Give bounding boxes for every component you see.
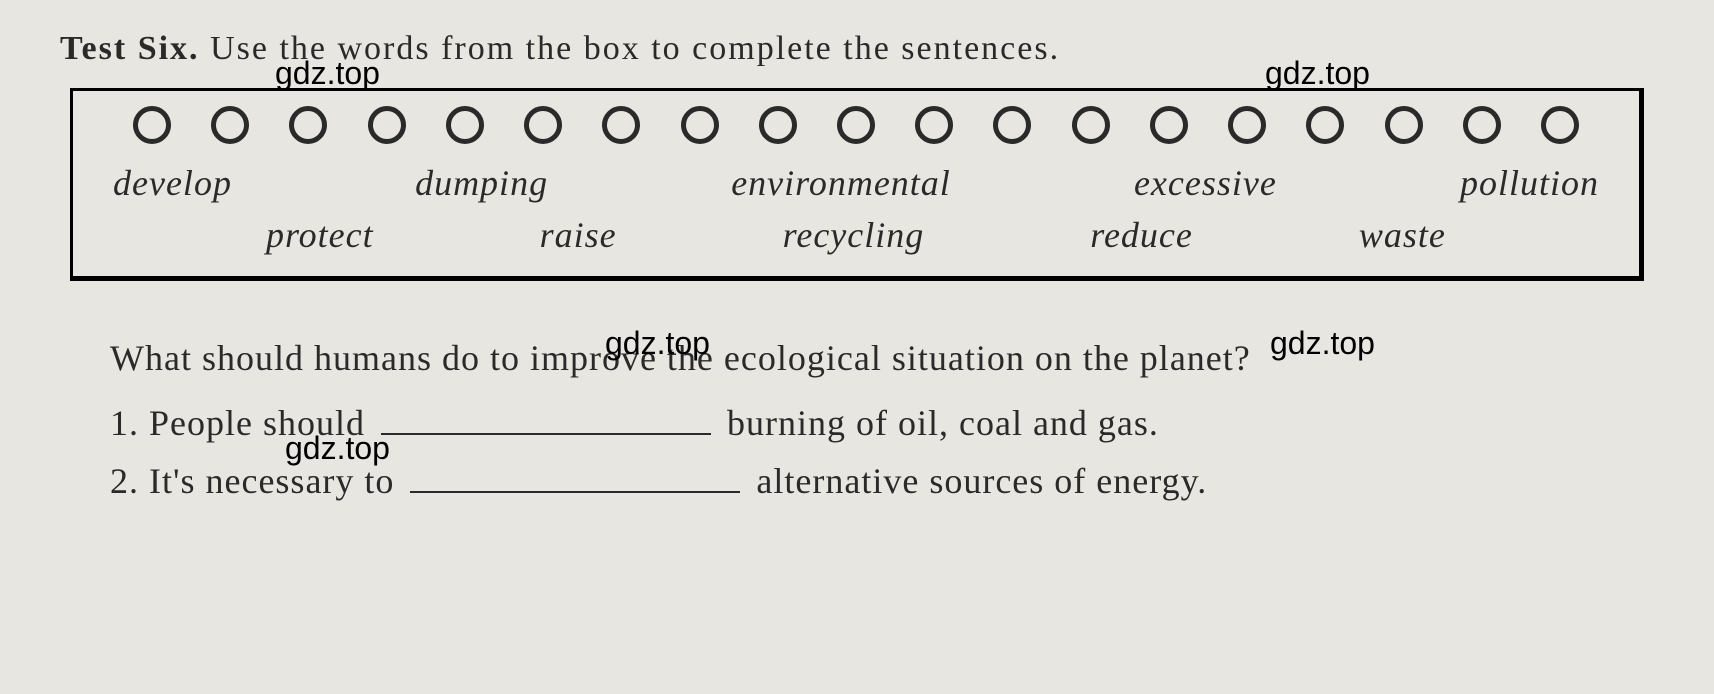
sentence-before: It's necessary to bbox=[149, 461, 394, 501]
word-item: excessive bbox=[1134, 162, 1277, 204]
word-item: recycling bbox=[783, 214, 925, 256]
word-box: develop dumping environmental excessive … bbox=[70, 88, 1644, 281]
circle-icon bbox=[289, 106, 327, 144]
circle-icon bbox=[524, 106, 562, 144]
page-container: gdz.top gdz.top gdz.top gdz.top gdz.top … bbox=[0, 0, 1714, 540]
test-label: Test Six. bbox=[60, 30, 200, 67]
word-item: reduce bbox=[1090, 214, 1193, 256]
circle-icon bbox=[837, 106, 875, 144]
circle-icon bbox=[133, 106, 171, 144]
word-item: protect bbox=[266, 214, 374, 256]
word-item: environmental bbox=[731, 162, 951, 204]
circle-icon bbox=[211, 106, 249, 144]
circle-icon bbox=[681, 106, 719, 144]
circle-icon bbox=[602, 106, 640, 144]
sentence-before: People should bbox=[149, 403, 365, 443]
fill-blank[interactable] bbox=[381, 409, 711, 435]
word-item: pollution bbox=[1460, 162, 1599, 204]
word-item: raise bbox=[540, 214, 617, 256]
circle-icon bbox=[1150, 106, 1188, 144]
circle-icon bbox=[1228, 106, 1266, 144]
word-item: develop bbox=[113, 162, 232, 204]
circle-icon bbox=[1541, 106, 1579, 144]
bullet-decoration-row bbox=[103, 106, 1609, 144]
sentence-item: 1. People should burning of oil, coal an… bbox=[60, 395, 1654, 453]
question-text: What should humans do to improve the eco… bbox=[60, 331, 1654, 385]
circle-icon bbox=[368, 106, 406, 144]
circle-icon bbox=[993, 106, 1031, 144]
sentence-number: 1. bbox=[110, 403, 139, 443]
word-item: waste bbox=[1359, 214, 1446, 256]
circle-icon bbox=[1385, 106, 1423, 144]
circle-icon bbox=[446, 106, 484, 144]
instruction-text: Use the words from the box to complete t… bbox=[210, 30, 1060, 67]
circle-icon bbox=[1463, 106, 1501, 144]
instruction-line: Test Six. Use the words from the box to … bbox=[60, 30, 1654, 68]
sentence-after: burning of oil, coal and gas. bbox=[727, 403, 1159, 443]
fill-blank[interactable] bbox=[410, 467, 740, 493]
word-row-1: develop dumping environmental excessive … bbox=[103, 162, 1609, 204]
sentences-block: 1. People should burning of oil, coal an… bbox=[60, 395, 1654, 510]
sentence-number: 2. bbox=[110, 461, 139, 501]
word-item: dumping bbox=[415, 162, 548, 204]
circle-icon bbox=[759, 106, 797, 144]
sentence-item: 2. It's necessary to alternative sources… bbox=[60, 453, 1654, 511]
circle-icon bbox=[1306, 106, 1344, 144]
sentence-after: alternative sources of energy. bbox=[756, 461, 1207, 501]
circle-icon bbox=[1072, 106, 1110, 144]
word-row-2: protect raise recycling reduce waste bbox=[103, 214, 1609, 256]
circle-icon bbox=[915, 106, 953, 144]
